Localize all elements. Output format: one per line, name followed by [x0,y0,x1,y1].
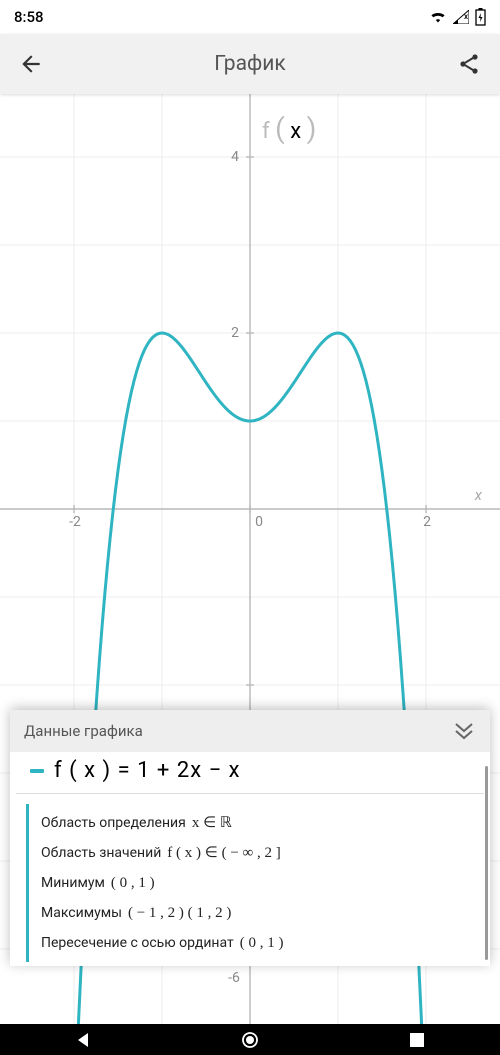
panel-header[interactable]: Данные графика [10,710,490,752]
svg-text:x: x [464,12,468,21]
property-minimum: Минимум( 0 , 1 ) [41,868,474,898]
tick-x-0: 0 [252,514,266,530]
nav-back-button[interactable] [53,1024,113,1055]
panel-title: Данные графика [24,722,143,740]
data-panel: Данные графика f ( x ) = 1 + 2x − x Обла… [10,710,490,966]
function-color-swatch [30,769,44,773]
x-axis-label: x [475,486,482,504]
property-domain: Область определенияx ∈ ℝ [41,808,474,838]
chart-area[interactable]: f ( x ) x -2 0 2 2 4 -6 Данные графика f… [0,94,500,1024]
tick-x-2: 2 [420,514,434,530]
tick-y-2: 2 [228,325,242,341]
tick-x-neg2: -2 [65,514,85,530]
status-icons: x [429,8,486,26]
app-bar: График [0,34,500,94]
page-title: График [48,52,452,76]
status-bar: 8:58 x [0,0,500,34]
tick-y-4: 4 [228,149,242,165]
nav-home-icon [240,1030,260,1050]
property-y-intercept: Пересечение с осью ординат( 0 , 1 ) [41,928,474,958]
share-button[interactable] [452,47,486,81]
property-range: Область значенийf ( x ) ∈ ( − ∞ , 2 ] [41,838,474,868]
back-arrow-icon [18,51,44,77]
scrollbar[interactable] [485,766,488,960]
signal-icon: x [453,10,469,24]
function-label: f ( x ) [262,112,316,145]
nav-back-icon [74,1031,92,1049]
system-nav-bar [0,1024,500,1055]
nav-recent-icon [409,1032,425,1048]
property-maximums: Максимумы( − 1 , 2 ) ( 1 , 2 ) [41,898,474,928]
share-icon [457,52,481,76]
nav-home-button[interactable] [220,1024,280,1055]
tick-y-neg6: -6 [224,970,244,986]
nav-recent-button[interactable] [387,1024,447,1055]
status-time: 8:58 [14,8,44,26]
back-button[interactable] [14,47,48,81]
battery-icon [475,8,486,26]
function-row[interactable]: f ( x ) = 1 + 2x − x [16,752,484,794]
collapse-icon [452,721,476,741]
function-properties: Область определенияx ∈ ℝ Область значени… [26,804,474,962]
function-expression: f ( x ) = 1 + 2x − x [54,758,241,783]
wifi-icon [429,10,447,24]
